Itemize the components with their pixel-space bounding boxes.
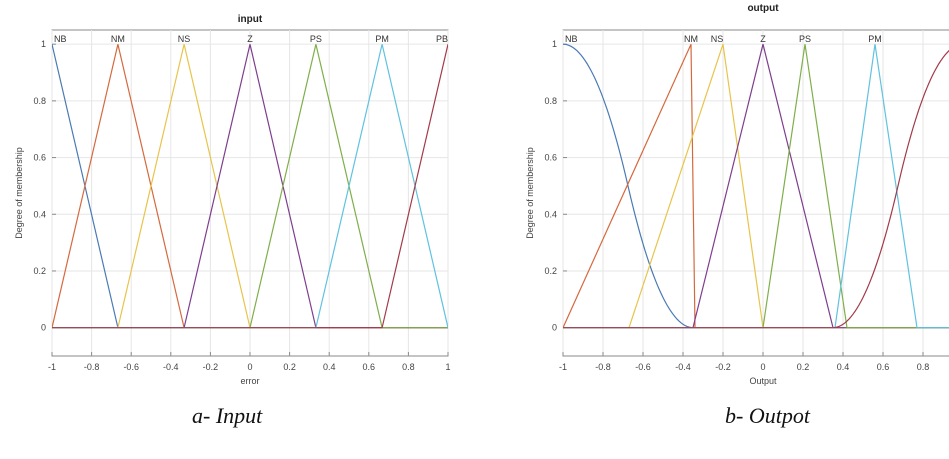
x-tick-label: 0.8 (917, 362, 930, 372)
membership-function-figure: -1 -0.8 -0.6 -0.4 -0.2 0 0.2 0.4 0.6 0.8 1 0 0.2 0.4 0… (14, 3, 949, 386)
y-tick-label: 0.8 (33, 96, 46, 106)
mf-curve-pb (52, 44, 448, 329)
y-tick-label: 0.6 (544, 153, 557, 163)
caption-input: a- Input (192, 403, 263, 428)
x-tick-label: 1 (445, 362, 450, 372)
y-tick-label: 0.4 (544, 209, 557, 219)
y-tick-label: 0.2 (33, 266, 46, 276)
y-axis-label: Degree of membership (525, 147, 535, 239)
x-tick-label: 0.2 (283, 362, 296, 372)
mf-label-ns: NS (178, 34, 191, 44)
mf-label-z: Z (247, 34, 253, 44)
mf-label-pm: PM (868, 34, 882, 44)
x-tick-label: 0.4 (323, 362, 336, 372)
y-axis-label: Degree of membership (14, 147, 24, 239)
chart-title: input (238, 14, 263, 25)
x-tick-label: -0.8 (84, 362, 100, 372)
mf-label-nb: NB (54, 34, 67, 44)
x-tick-label: 0 (760, 362, 765, 372)
y-tick-label: 0.2 (544, 266, 557, 276)
caption-output: b- Outpot (725, 403, 810, 428)
x-tick-label: -0.6 (635, 362, 651, 372)
y-tick-label: 1 (41, 39, 46, 49)
mf-label-nm: NM (111, 34, 125, 44)
x-tick-label: -0.2 (203, 362, 219, 372)
mf-label-ps: PS (310, 34, 322, 44)
y-tick-label: 0 (41, 323, 46, 333)
x-tick-label: -0.2 (715, 362, 731, 372)
y-tick-label: 0.4 (33, 209, 46, 219)
x-tick-label: 0.6 (877, 362, 890, 372)
x-tick-label: -0.8 (595, 362, 611, 372)
y-tick-label: 0.8 (544, 96, 557, 106)
mf-label-pm: PM (375, 34, 389, 44)
x-tick-label: 0 (247, 362, 252, 372)
mf-label-ps: PS (799, 34, 811, 44)
chart-input: -1 -0.8 -0.6 -0.4 -0.2 0 0.2 0.4 0.6 0.8 1 0 0.2 0.4 0… (14, 14, 451, 386)
mf-label-nm: NM (684, 34, 698, 44)
y-tick-label: 0.6 (33, 153, 46, 163)
x-tick-label: -0.6 (123, 362, 139, 372)
x-tick-label: -0.4 (675, 362, 691, 372)
x-axis-label: Output (749, 376, 777, 386)
mf-label-ns: NS (711, 34, 724, 44)
mf-label-pb: PB (436, 34, 448, 44)
x-tick-label: -1 (48, 362, 56, 372)
x-tick-label: 0.4 (837, 362, 850, 372)
x-tick-label: 0.2 (797, 362, 810, 372)
x-tick-label: 0.6 (363, 362, 376, 372)
x-tick-label: -1 (559, 362, 567, 372)
mf-label-z: Z (760, 34, 766, 44)
y-tick-label: 1 (552, 39, 557, 49)
mf-label-nb: NB (565, 34, 578, 44)
y-tick-label: 0 (552, 323, 557, 333)
x-tick-label: 0.8 (402, 362, 415, 372)
chart-output: -1 -0.8 -0.6 -0.4 -0.2 0 0.2 0.4 0.6 0.8 1 0 0.2 0.4 0… (525, 3, 949, 386)
chart-title: output (747, 3, 779, 14)
x-axis-label: error (240, 376, 259, 386)
x-tick-label: -0.4 (163, 362, 179, 372)
mf-curve-pb (563, 49, 949, 329)
plot-area-output (562, 29, 949, 357)
